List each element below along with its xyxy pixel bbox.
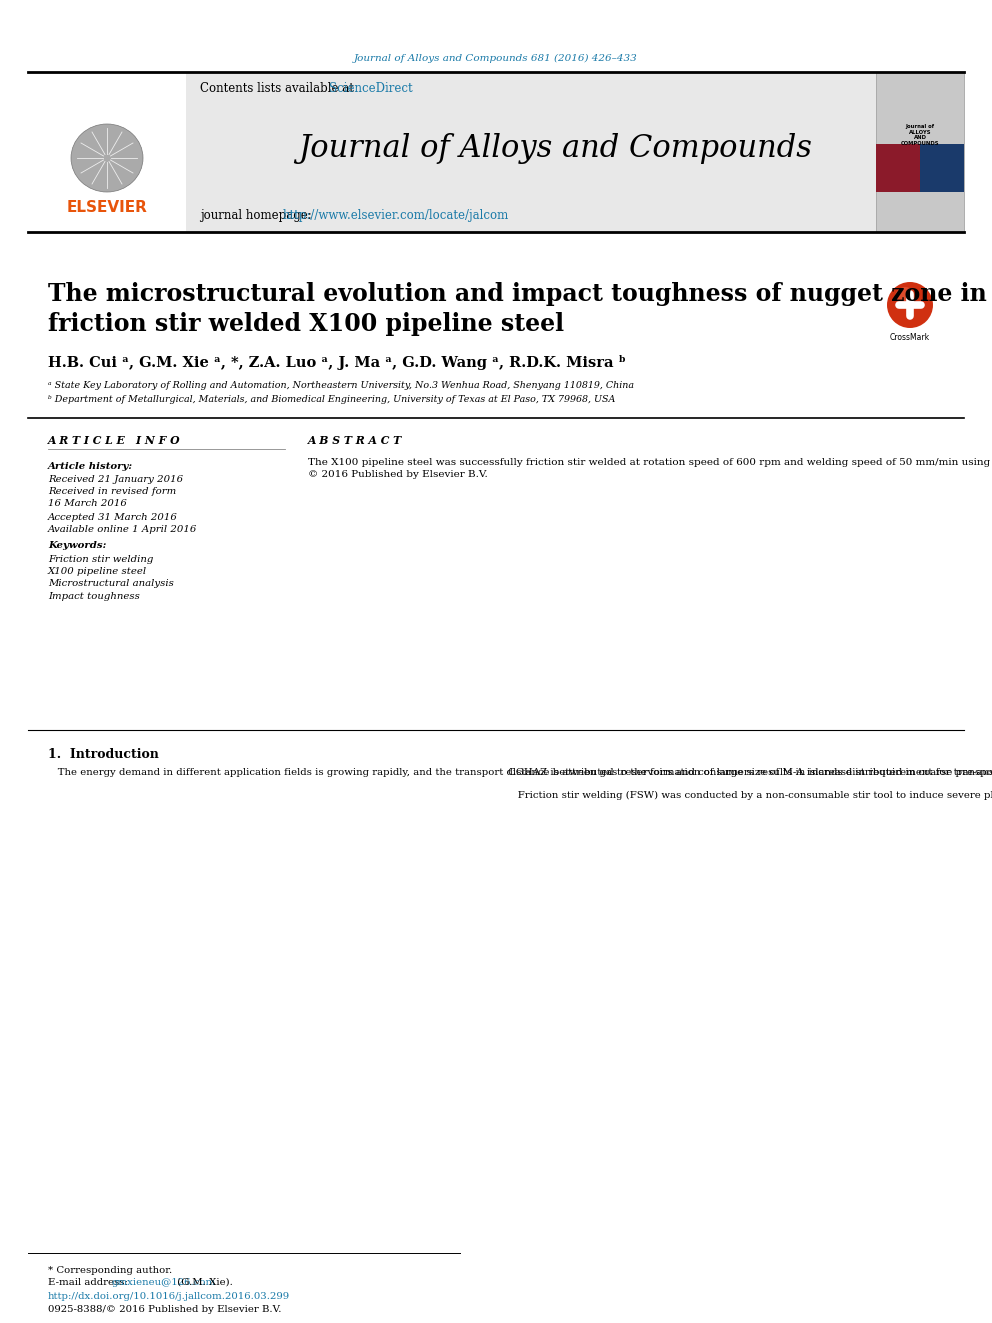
Text: 1.  Introduction: 1. Introduction	[48, 747, 159, 761]
Bar	[876, 144, 920, 192]
Text: Accepted 31 March 2016: Accepted 31 March 2016	[48, 512, 178, 521]
Text: journal homepage:: journal homepage:	[200, 209, 315, 221]
Text: ELSEVIER: ELSEVIER	[66, 200, 148, 214]
Text: Friction stir welding: Friction stir welding	[48, 554, 154, 564]
Text: ᵇ Department of Metallurgical, Materials, and Biomedical Engineering, University: ᵇ Department of Metallurgical, Materials…	[48, 396, 615, 405]
Text: The energy demand in different application fields is growing rapidly, and the tr: The energy demand in different applicati…	[48, 767, 992, 777]
Text: Journal of
ALLOYS
AND
COMPOUNDS: Journal of ALLOYS AND COMPOUNDS	[901, 124, 939, 147]
Text: Article history:: Article history:	[48, 462, 133, 471]
Text: A R T I C L E   I N F O: A R T I C L E I N F O	[48, 434, 181, 446]
Text: A B S T R A C T: A B S T R A C T	[308, 434, 402, 446]
Circle shape	[887, 282, 933, 328]
Text: Keywords:: Keywords:	[48, 541, 106, 550]
Text: Available online 1 April 2016: Available online 1 April 2016	[48, 525, 197, 534]
Text: Journal of Alloys and Compounds 681 (2016) 426–433: Journal of Alloys and Compounds 681 (201…	[354, 53, 638, 62]
Text: http://dx.doi.org/10.1016/j.jallcom.2016.03.299: http://dx.doi.org/10.1016/j.jallcom.2016…	[48, 1293, 290, 1301]
Text: CGHAZ is attributed to the formation of large size of M-A islands distributed in: CGHAZ is attributed to the formation of …	[508, 767, 992, 800]
Text: CrossMark: CrossMark	[890, 332, 930, 341]
Text: The microstructural evolution and impact toughness of nugget zone in
friction st: The microstructural evolution and impact…	[48, 282, 987, 336]
Text: gmxieneu@126.com: gmxieneu@126.com	[111, 1278, 215, 1287]
Text: ᵃ State Key Laboratory of Rolling and Automation, Northeastern University, No.3 : ᵃ State Key Laboratory of Rolling and Au…	[48, 381, 634, 389]
Text: E-mail address:: E-mail address:	[48, 1278, 131, 1287]
Bar	[28, 71, 964, 232]
Text: The X100 pipeline steel was successfully friction stir welded at rotation speed : The X100 pipeline steel was successfully…	[308, 458, 992, 479]
Ellipse shape	[71, 124, 143, 192]
Text: Impact toughness: Impact toughness	[48, 591, 140, 601]
Text: ScienceDirect: ScienceDirect	[328, 82, 413, 94]
Text: X100 pipeline steel: X100 pipeline steel	[48, 568, 147, 576]
Bar	[920, 144, 964, 192]
Circle shape	[895, 287, 915, 307]
Text: Received in revised form
16 March 2016: Received in revised form 16 March 2016	[48, 487, 177, 508]
Bar	[876, 71, 964, 232]
Text: Microstructural analysis: Microstructural analysis	[48, 579, 174, 589]
Text: http://www.elsevier.com/locate/jalcom: http://www.elsevier.com/locate/jalcom	[283, 209, 509, 221]
Text: (G.M. Xie).: (G.M. Xie).	[175, 1278, 233, 1287]
Text: Contents lists available at: Contents lists available at	[200, 82, 358, 94]
Text: Received 21 January 2016: Received 21 January 2016	[48, 475, 184, 484]
Text: H.B. Cui ᵃ, G.M. Xie ᵃ, *, Z.A. Luo ᵃ, J. Ma ᵃ, G.D. Wang ᵃ, R.D.K. Misra ᵇ: H.B. Cui ᵃ, G.M. Xie ᵃ, *, Z.A. Luo ᵃ, J…	[48, 356, 626, 370]
Text: * Corresponding author.: * Corresponding author.	[48, 1266, 173, 1275]
Text: Journal of Alloys and Compounds: Journal of Alloys and Compounds	[298, 132, 811, 164]
Text: 0925-8388/© 2016 Published by Elsevier B.V.: 0925-8388/© 2016 Published by Elsevier B…	[48, 1304, 282, 1314]
Bar	[28, 71, 186, 232]
